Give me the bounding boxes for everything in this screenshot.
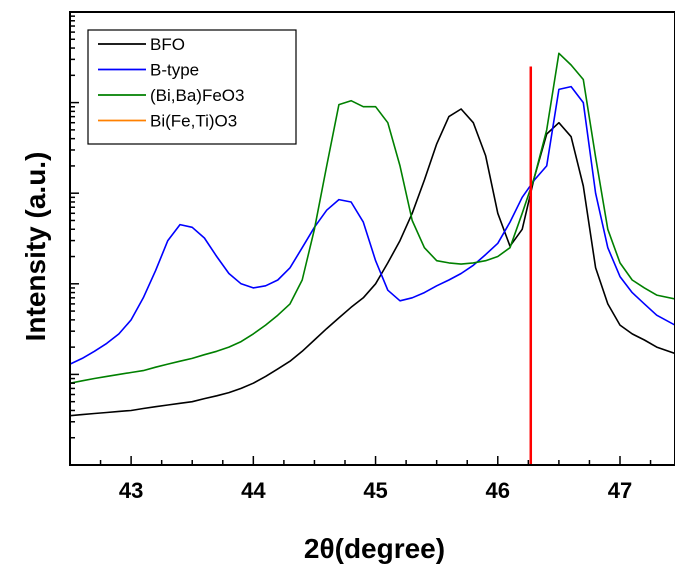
series-layer — [70, 52, 675, 417]
x-tick-label: 44 — [241, 478, 266, 503]
y-axis-title: Intensity (a.u.) — [20, 152, 51, 342]
x-tick-label: 43 — [119, 478, 143, 503]
x-axis-title: 2θ(degree) — [304, 533, 445, 564]
series-line-3 — [70, 52, 675, 384]
legend-box — [87, 29, 297, 145]
y-axis-ticks — [70, 15, 79, 466]
x-axis-ticks: 43 44 45 46 47 — [69, 456, 652, 503]
legend-label: B-type — [150, 61, 199, 80]
x-tick-label: 46 — [486, 478, 510, 503]
legend-label: BFO — [150, 35, 185, 54]
x-tick-label: 45 — [363, 478, 387, 503]
legend: BFO B-type (Bi,Ba)FeO3 Bi(Fe,Ti)O3 — [87, 29, 297, 145]
series-line-2 — [70, 85, 675, 365]
legend-label: (Bi,Ba)FeO3 — [150, 86, 244, 105]
x-tick-label: 47 — [608, 478, 632, 503]
legend-label: Bi(Fe,Ti)O3 — [150, 112, 237, 131]
series-line-1 — [70, 108, 675, 417]
plot-frame — [69, 11, 675, 466]
